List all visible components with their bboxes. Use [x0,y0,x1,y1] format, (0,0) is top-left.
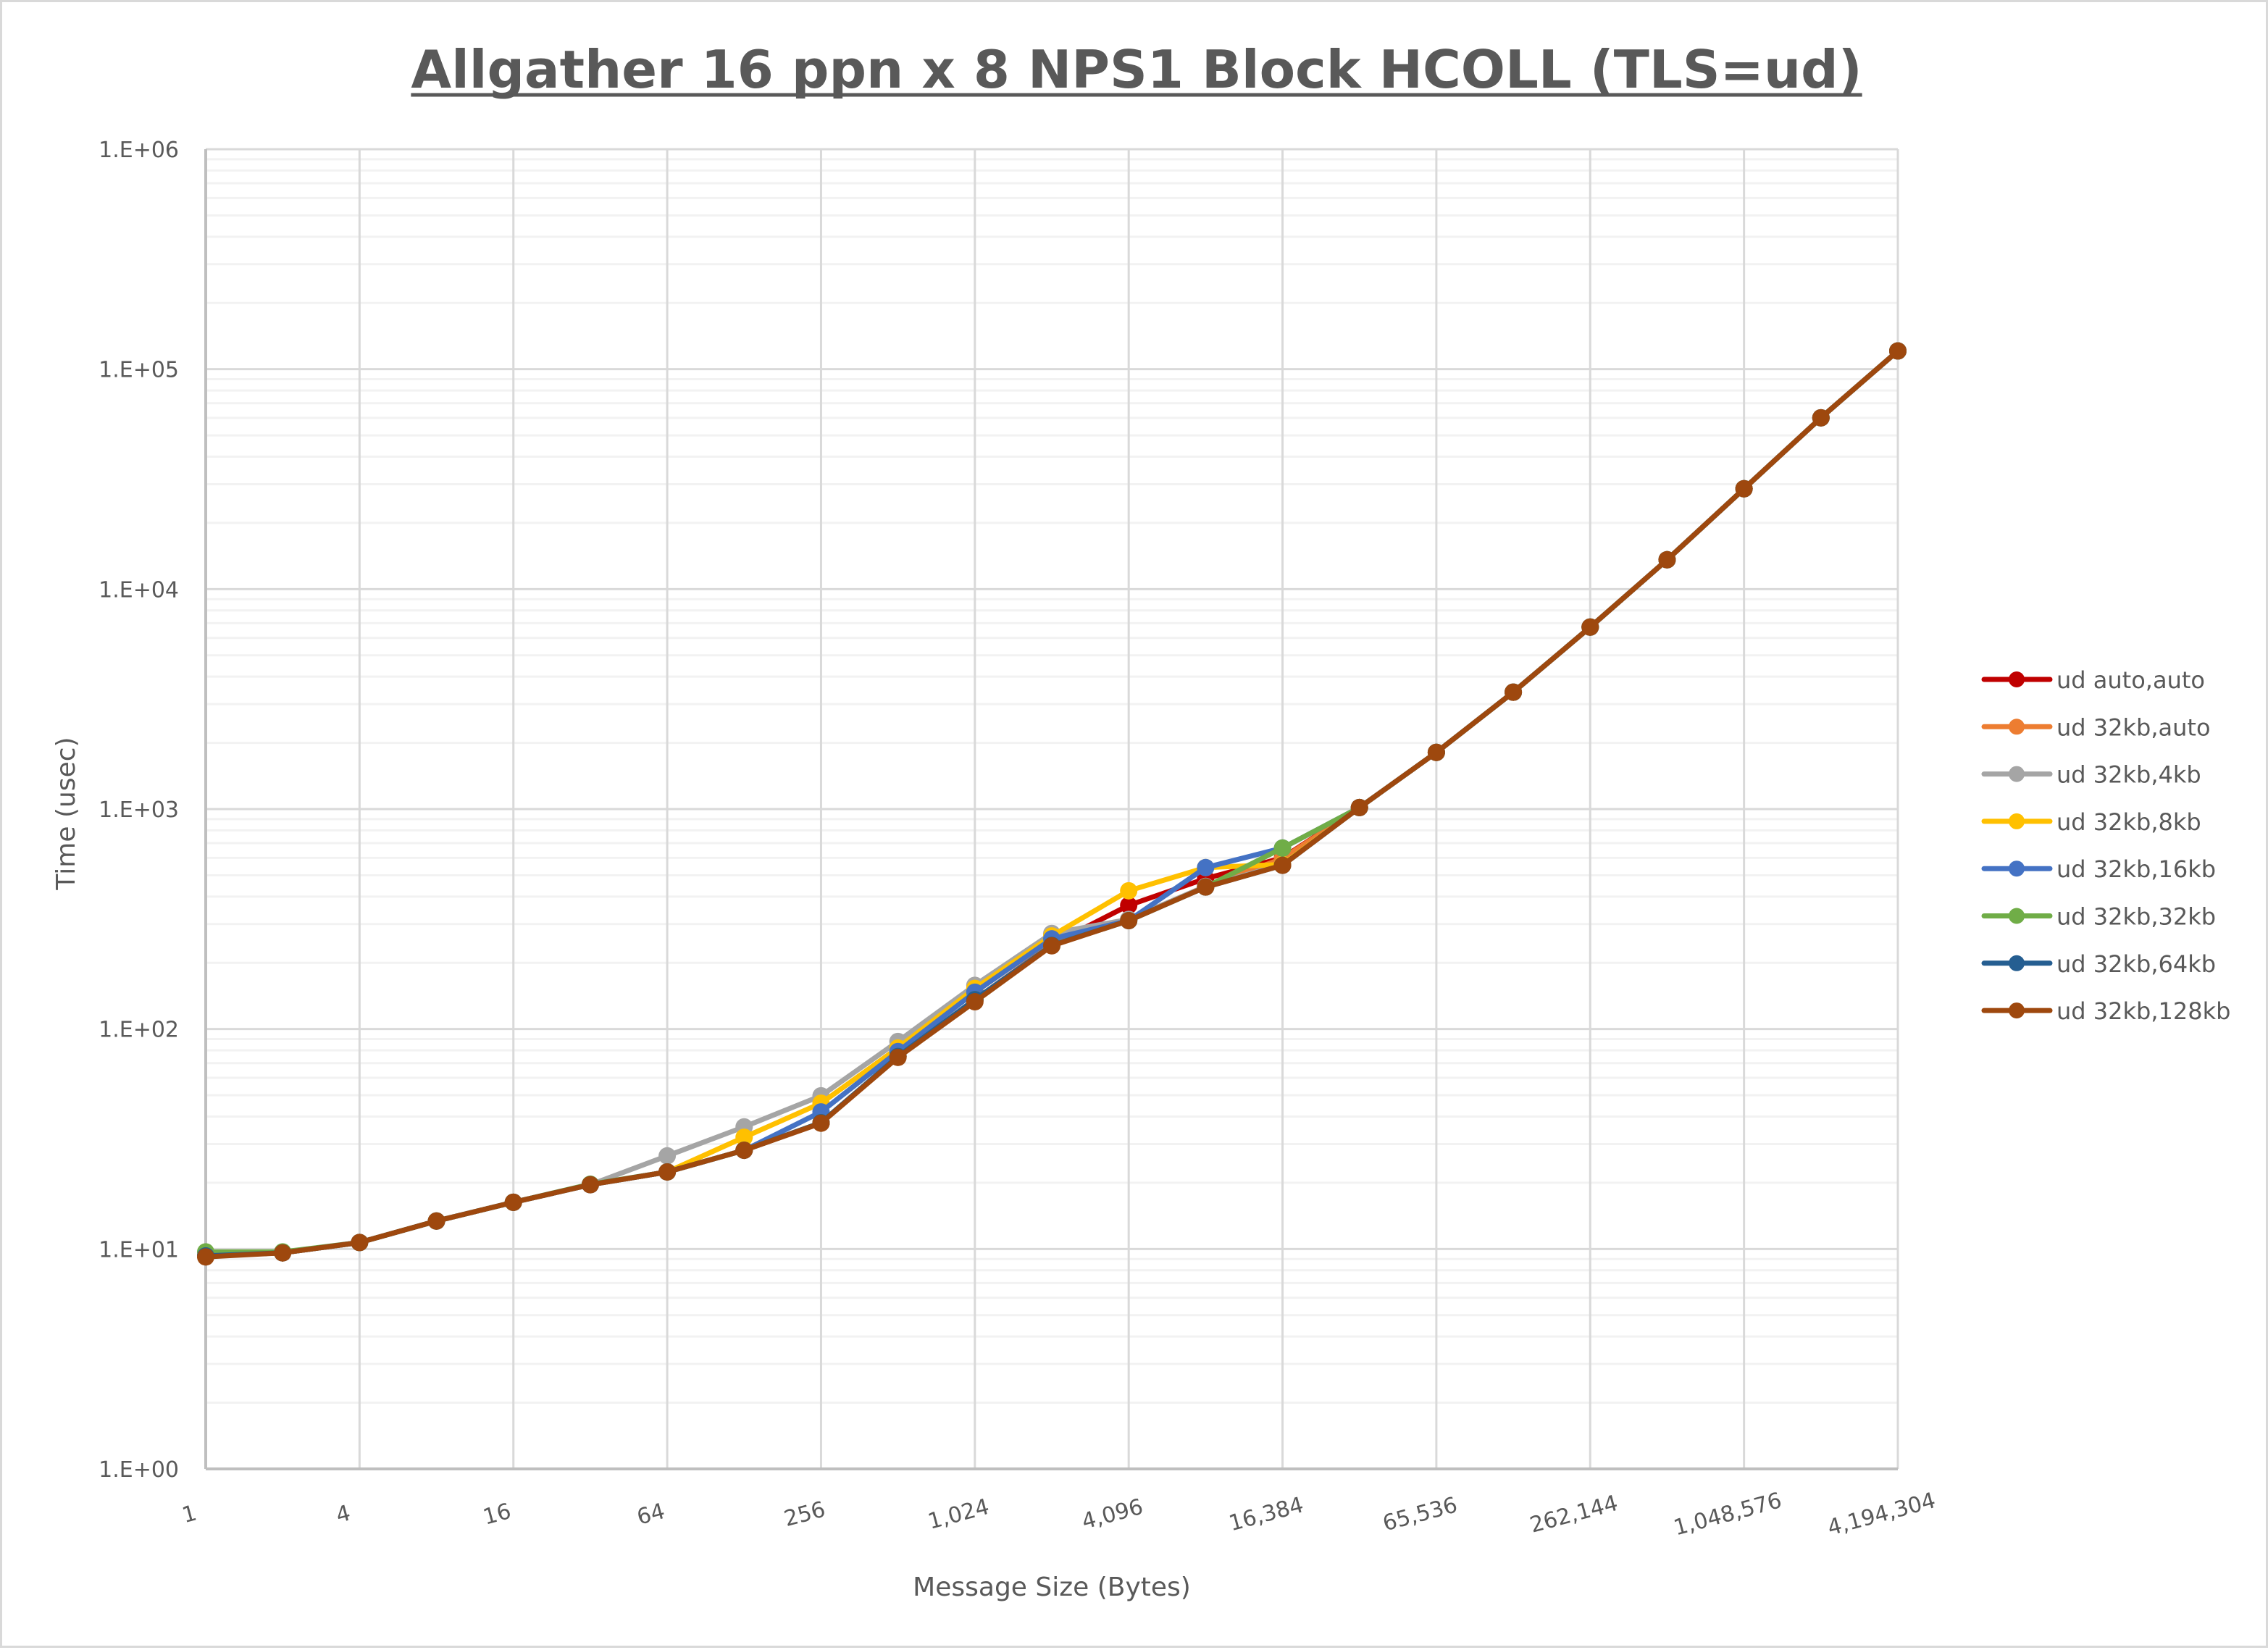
data-point-marker [812,1114,830,1132]
series-ud-32kb-16kb [197,342,1907,1265]
data-point-marker [427,1212,445,1230]
series-ud-32kb-128kb [197,342,1907,1266]
x-axis-tick-labels: 1 4 16 64 256 1,024 4,096 16,384 65,536 262,144 1,… [180,1488,1938,1541]
legend-item: ud 32kb,128kb [1981,997,2230,1025]
legend-item: ud auto,auto [1981,666,2205,694]
y-axis-tick-labels: 1.E+00 1.E+01 1.E+02 1.E+03 1.E+04 1.E+05 1.E+… [99,138,179,1483]
data-point-marker [1735,479,1753,498]
series-line [205,348,1900,1259]
data-point-marker [1889,342,1907,360]
data-point-marker [1273,856,1292,874]
x-tick-label: 4,096 [1079,1494,1146,1535]
y-tick-label: 1.E+04 [99,577,179,603]
series-ud-32kb-auto [197,342,1907,1265]
series-line [205,348,1900,1259]
data-point-marker [1273,839,1292,857]
data-point-marker [1120,912,1138,930]
data-point-marker [1120,881,1138,900]
y-tick-label: 1.E+06 [99,138,179,163]
x-tick-label: 256 [782,1497,828,1533]
x-axis-title: Message Size (Bytes) [913,1572,1191,1602]
legend-label: ud 32kb,4kb [2056,761,2201,789]
data-point-marker [1197,858,1215,876]
data-point-marker [197,1248,214,1266]
data-point-marker [1658,550,1676,569]
series-ud-auto-auto [197,342,1907,1265]
data-point-marker [1427,743,1445,761]
series-ud-32kb-8kb [197,342,1907,1265]
data-point-marker [889,1048,907,1066]
x-tick-label: 16,384 [1226,1492,1306,1536]
legend-label: ud 32kb,64kb [2056,950,2216,978]
x-tick-label: 65,536 [1380,1492,1460,1536]
data-point-marker [735,1128,753,1147]
chart-title: Allgather 16 ppn x 8 NPS1 Block HCOLL (T… [411,39,1862,100]
legend-dot-icon [2009,719,2025,735]
data-point-marker [581,1176,599,1194]
legend-item: ud 32kb,32kb [1981,903,2216,931]
data-point-marker [1043,937,1060,955]
legend-dot-icon [2009,813,2025,829]
x-tick-label: 4 [333,1500,353,1528]
series-ud-32kb-64kb [197,342,1907,1265]
x-tick-label: 1 [180,1500,200,1528]
x-tick-label: 4,194,304 [1825,1488,1938,1541]
legend-label: ud 32kb,auto [2056,713,2211,741]
data-point-marker [735,1142,753,1160]
minor-gridlines [206,158,1898,1404]
legend-item: ud 32kb,4kb [1981,761,2201,789]
x-tick-label: 64 [635,1499,668,1530]
legend-label: ud 32kb,128kb [2056,997,2230,1025]
series-ud-32kb-32kb [197,342,1907,1261]
data-point-marker [351,1234,369,1252]
data-point-marker [1197,878,1215,896]
legend-item: ud 32kb,auto [1981,713,2211,741]
y-tick-label: 1.E+03 [99,797,179,823]
legend-label: ud 32kb,8kb [2056,808,2201,836]
series-line [205,348,1900,1259]
series-line [205,348,1900,1259]
x-tick-label: 16 [480,1499,514,1530]
data-point-marker [1581,618,1599,636]
legend-dot-icon [2009,955,2025,971]
y-tick-label: 1.E+02 [99,1018,179,1043]
legend-item: ud 32kb,64kb [1981,950,2216,978]
data-point-marker [966,993,984,1011]
legend-item: ud 32kb,8kb [1981,808,2201,836]
legend-dot-icon [2009,1002,2025,1019]
series-line [205,348,1900,1260]
y-tick-label: 1.E+05 [99,358,179,383]
series-layer [197,342,1907,1266]
y-tick-label: 1.E+00 [99,1457,179,1483]
legend-label: ud auto,auto [2056,666,2205,694]
x-tick-label: 1,024 [925,1494,992,1535]
legend-dot-icon [2009,860,2025,877]
data-point-marker [658,1147,677,1165]
legend-label: ud 32kb,16kb [2056,855,2216,883]
x-tick-label: 1,048,576 [1671,1488,1785,1541]
y-axis-title: Time (usec) [51,737,81,890]
data-point-marker [658,1163,677,1181]
legend-dot-icon [2009,766,2025,782]
data-point-marker [1350,798,1368,816]
series-line [205,348,1900,1259]
data-point-marker [504,1193,522,1211]
legend-dot-icon [2009,671,2025,687]
series-line [205,348,1900,1259]
legend-item: ud 32kb,16kb [1981,855,2216,883]
legend-label: ud 32kb,32kb [2056,903,2216,931]
y-tick-label: 1.E+01 [99,1237,179,1262]
data-point-marker [1505,683,1523,701]
major-gridlines [204,148,1899,1469]
legend: ud auto,auto ud 32kb,auto ud 32kb,4kb ud 32… [1981,666,2230,1025]
legend-dot-icon [2009,908,2025,924]
data-point-marker [1120,896,1138,914]
series-ud-32kb-4kb [197,342,1907,1265]
x-tick-label: 262,144 [1527,1491,1620,1538]
data-point-marker [274,1244,292,1262]
data-point-marker [1812,409,1830,427]
